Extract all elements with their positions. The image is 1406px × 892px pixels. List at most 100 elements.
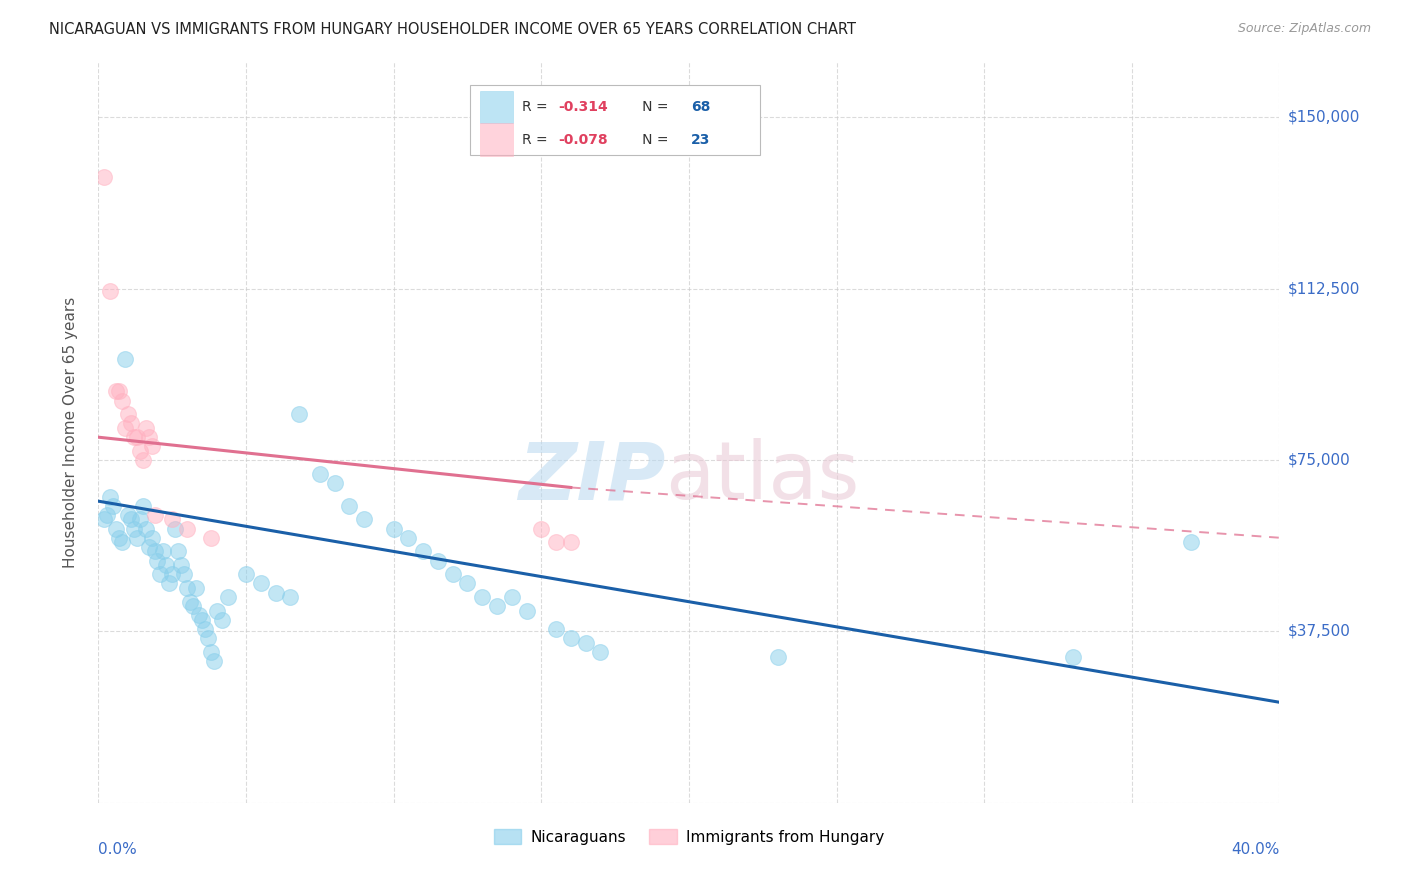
- Point: [202, 654, 225, 668]
- Point: [111, 535, 134, 549]
- FancyBboxPatch shape: [479, 123, 513, 156]
- Point: [170, 558, 193, 573]
- Point: [501, 590, 523, 604]
- Point: [194, 622, 217, 636]
- Point: [125, 531, 148, 545]
- Point: [217, 590, 239, 604]
- Point: [766, 649, 789, 664]
- Point: [205, 604, 228, 618]
- Point: [471, 590, 494, 604]
- Point: [120, 417, 142, 431]
- Point: [114, 421, 136, 435]
- Point: [165, 522, 187, 536]
- Point: [382, 522, 405, 536]
- Point: [187, 608, 209, 623]
- Point: [93, 512, 115, 526]
- Point: [98, 284, 121, 298]
- Point: [132, 453, 155, 467]
- Point: [181, 599, 204, 614]
- Point: [146, 553, 169, 567]
- Point: [141, 531, 163, 545]
- Point: [457, 576, 479, 591]
- Point: [122, 522, 145, 536]
- Point: [108, 384, 131, 399]
- Point: [117, 508, 139, 522]
- Text: $150,000: $150,000: [1288, 110, 1360, 125]
- Point: [560, 535, 582, 549]
- Text: NICARAGUAN VS IMMIGRANTS FROM HUNGARY HOUSEHOLDER INCOME OVER 65 YEARS CORRELATI: NICARAGUAN VS IMMIGRANTS FROM HUNGARY HO…: [49, 22, 856, 37]
- Text: $37,500: $37,500: [1288, 624, 1351, 639]
- Point: [1180, 535, 1202, 549]
- Point: [152, 544, 174, 558]
- Point: [288, 408, 311, 422]
- Point: [162, 567, 183, 582]
- Point: [280, 590, 302, 604]
- Text: atlas: atlas: [665, 438, 859, 516]
- Point: [309, 467, 332, 481]
- Text: $112,500: $112,500: [1288, 281, 1360, 296]
- Text: R =: R =: [523, 100, 553, 114]
- Point: [105, 384, 128, 399]
- Point: [427, 553, 450, 567]
- Point: [353, 512, 375, 526]
- Point: [157, 576, 180, 591]
- Point: [197, 632, 219, 646]
- Point: [191, 613, 214, 627]
- FancyBboxPatch shape: [471, 85, 759, 155]
- Point: [135, 522, 157, 536]
- Legend: Nicaraguans, Immigrants from Hungary: Nicaraguans, Immigrants from Hungary: [488, 823, 890, 851]
- Point: [173, 567, 195, 582]
- Point: [132, 499, 155, 513]
- Point: [412, 544, 434, 558]
- Text: N =: N =: [628, 133, 672, 146]
- Y-axis label: Householder Income Over 65 years: Householder Income Over 65 years: [63, 297, 77, 568]
- Text: 23: 23: [692, 133, 710, 146]
- Point: [98, 490, 121, 504]
- Text: -0.314: -0.314: [558, 100, 607, 114]
- Point: [398, 531, 420, 545]
- Point: [546, 622, 568, 636]
- Point: [125, 430, 148, 444]
- Point: [250, 576, 273, 591]
- Point: [264, 585, 287, 599]
- Point: [323, 475, 346, 490]
- Point: [93, 169, 115, 184]
- Text: 0.0%: 0.0%: [98, 842, 138, 856]
- Point: [179, 595, 201, 609]
- Text: Source: ZipAtlas.com: Source: ZipAtlas.com: [1237, 22, 1371, 36]
- Point: [108, 531, 131, 545]
- Point: [143, 544, 166, 558]
- Point: [200, 531, 222, 545]
- Text: 40.0%: 40.0%: [1232, 842, 1279, 856]
- Point: [176, 581, 198, 595]
- Point: [141, 439, 163, 453]
- Point: [162, 512, 183, 526]
- Point: [486, 599, 509, 614]
- Point: [530, 522, 553, 536]
- Point: [122, 430, 145, 444]
- Text: R =: R =: [523, 133, 553, 146]
- Point: [96, 508, 118, 522]
- Point: [143, 508, 166, 522]
- FancyBboxPatch shape: [479, 91, 513, 123]
- Point: [149, 567, 172, 582]
- Point: [184, 581, 207, 595]
- Point: [138, 540, 160, 554]
- Point: [1062, 649, 1084, 664]
- Point: [516, 604, 538, 618]
- Text: -0.078: -0.078: [558, 133, 607, 146]
- Point: [200, 645, 222, 659]
- Point: [105, 522, 128, 536]
- Point: [138, 430, 160, 444]
- Point: [135, 421, 157, 435]
- Text: 68: 68: [692, 100, 710, 114]
- Text: $75,000: $75,000: [1288, 452, 1351, 467]
- Point: [167, 544, 190, 558]
- Point: [128, 512, 150, 526]
- Point: [211, 613, 233, 627]
- Point: [120, 512, 142, 526]
- Text: N =: N =: [628, 100, 672, 114]
- Point: [589, 645, 612, 659]
- Point: [575, 636, 598, 650]
- Point: [117, 408, 139, 422]
